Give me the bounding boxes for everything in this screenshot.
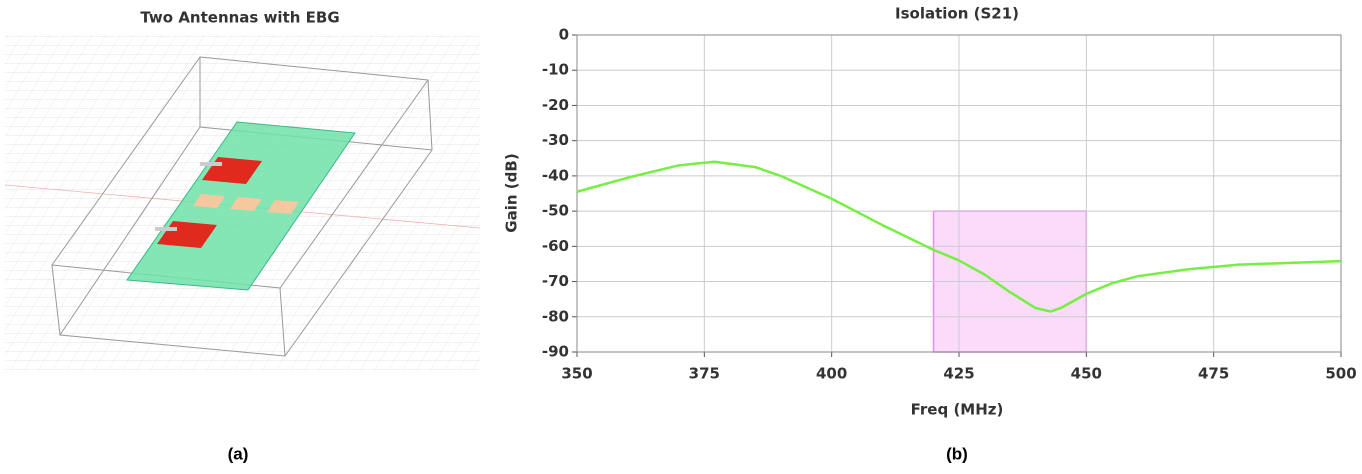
y-tick-label: -50 <box>542 202 569 220</box>
y-tick-label: -60 <box>542 237 569 255</box>
chart-title: Isolation (S21) <box>895 5 1019 23</box>
y-tick-label: -90 <box>542 343 569 361</box>
x-tick-label: 425 <box>943 365 974 383</box>
y-tick-label: -20 <box>542 96 569 114</box>
y-tick-label: -70 <box>542 272 569 290</box>
model-view <box>5 35 480 370</box>
caption: (a) <box>228 444 249 463</box>
y-axis-label: Gain (dB) <box>503 153 521 232</box>
feed <box>200 162 222 166</box>
panel-title: Two Antennas with EBG <box>140 9 339 27</box>
x-tick-label: 400 <box>816 365 847 383</box>
x-tick-label: 350 <box>561 365 592 383</box>
plot: 0 -10 -20 -30 -40 -50 -60 -70 -80 -90 350 375 400 425… <box>542 26 1357 383</box>
y-tick-label: -30 <box>542 131 569 149</box>
figure: Two Antennas with EBG (a) Isolation (S21… <box>0 0 1362 470</box>
feed <box>155 227 177 231</box>
y-tick-label: -80 <box>542 307 569 325</box>
x-tick-label: 450 <box>1071 365 1102 383</box>
x-tick-label: 475 <box>1198 365 1229 383</box>
x-tick-label: 500 <box>1325 365 1356 383</box>
y-tick-label: -40 <box>542 166 569 184</box>
caption: (b) <box>946 444 968 463</box>
y-tick-label: 0 <box>559 26 569 44</box>
x-axis-label: Freq (MHz) <box>911 401 1004 419</box>
y-tick-label: -10 <box>542 61 569 79</box>
x-tick-label: 375 <box>689 365 720 383</box>
